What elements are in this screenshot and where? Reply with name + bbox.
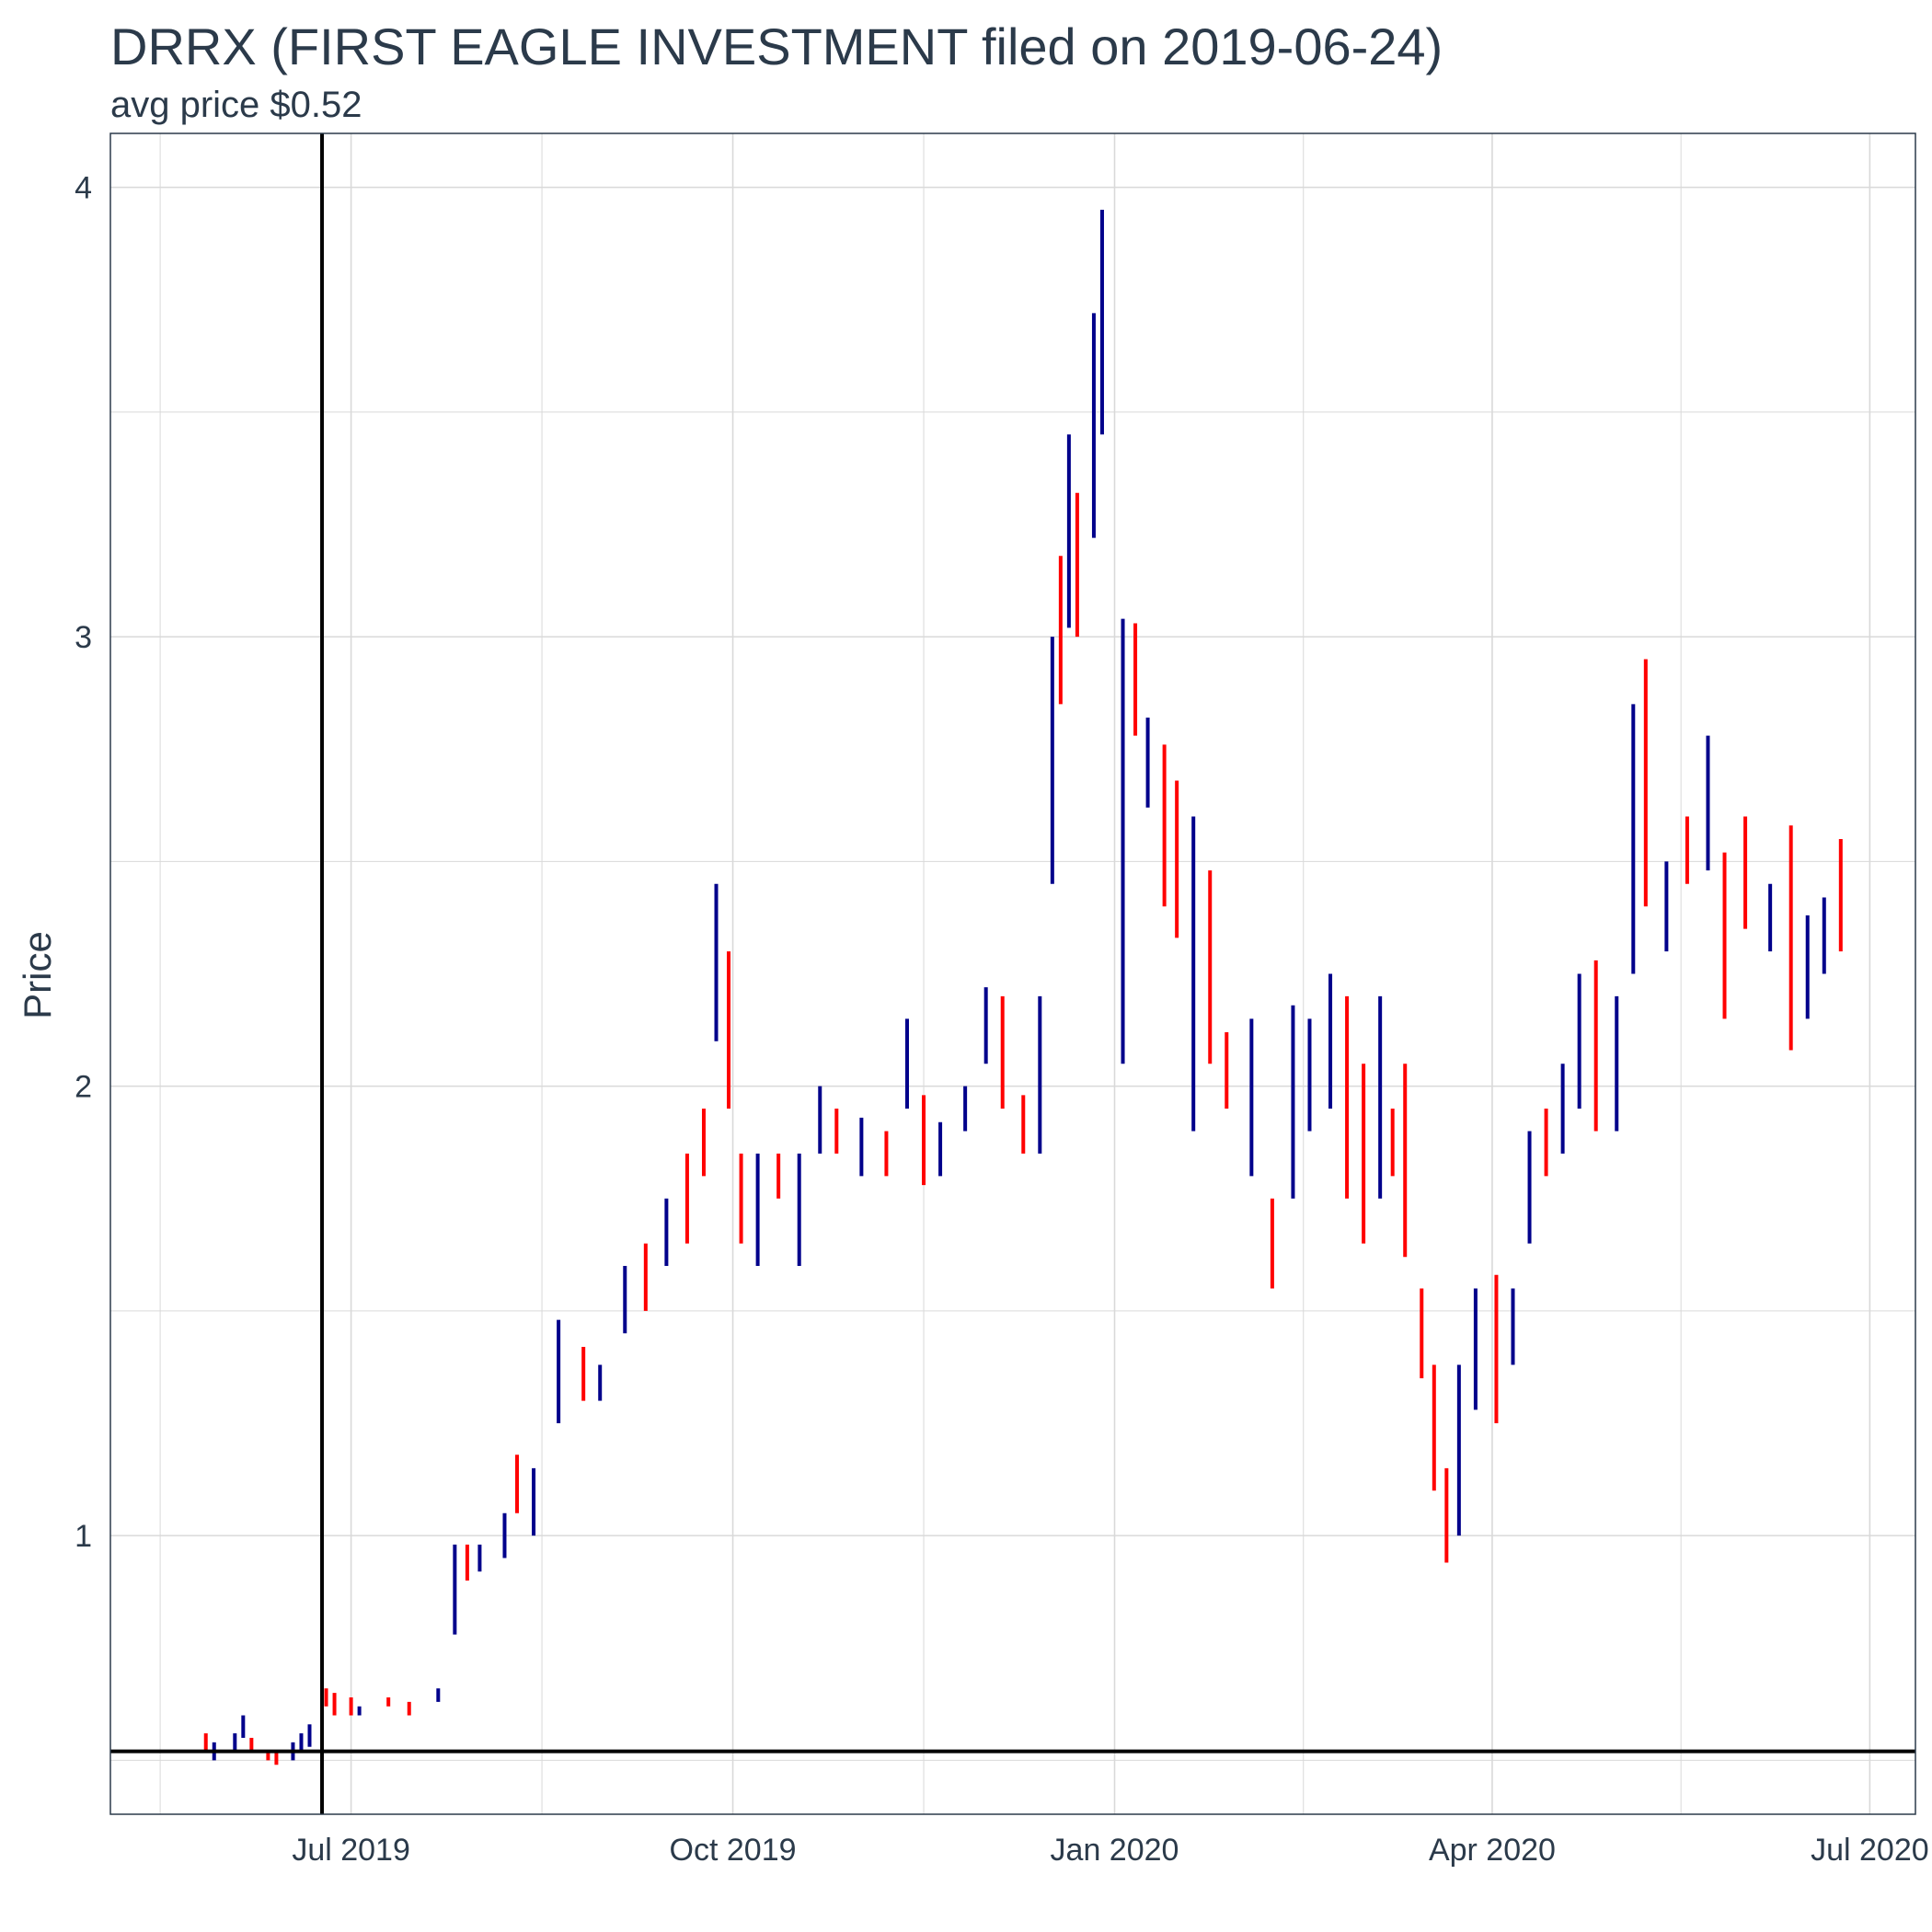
y-tick-label: 4 [75, 171, 92, 206]
y-tick-label: 3 [75, 620, 92, 655]
plot-frame [109, 132, 1916, 1815]
price-bars [203, 210, 1843, 1765]
chart-title: DRRX (FIRST EAGLE INVESTMENT filed on 20… [110, 17, 1443, 75]
reference-lines [110, 133, 1915, 1814]
x-tick-label: Apr 2020 [1429, 1833, 1556, 1868]
chart-subtitle: avg price $0.52 [110, 85, 362, 125]
y-axis-ticks: 1 2 3 4 [75, 171, 92, 1555]
x-tick-label: Jul 2019 [292, 1833, 410, 1868]
x-tick-label: Jul 2020 [1811, 1833, 1929, 1868]
x-tick-label: Jan 2020 [1051, 1833, 1179, 1868]
x-axis-ticks: Jul 2019 Oct 2019 Jan 2020 Apr 2020 Jul 2020 [292, 1833, 1928, 1868]
grid-lines [110, 133, 1915, 1814]
y-tick-label: 2 [75, 1070, 92, 1105]
y-tick-label: 1 [75, 1519, 92, 1554]
y-axis-label: Price [16, 931, 59, 1019]
x-tick-label: Oct 2019 [670, 1833, 797, 1868]
